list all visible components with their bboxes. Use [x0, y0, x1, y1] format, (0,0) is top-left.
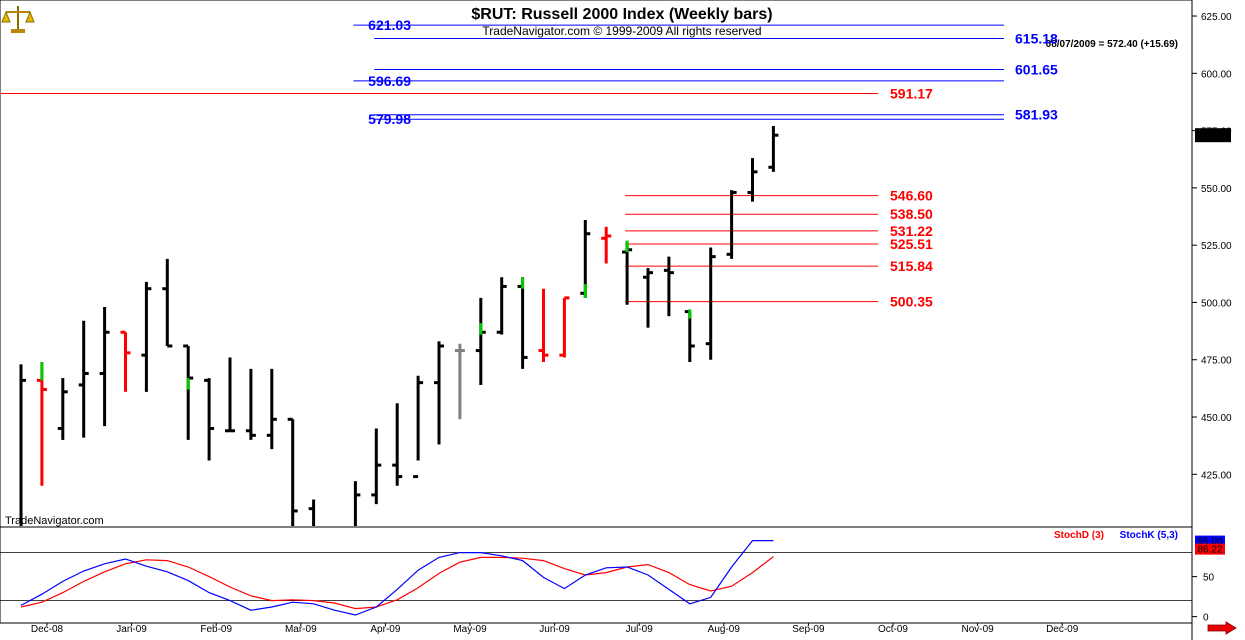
stoch-d-value: 86.22	[1197, 545, 1222, 556]
ohlc-bar	[19, 364, 26, 526]
ohlc-bar	[204, 378, 215, 461]
level-label: 579.98	[368, 111, 411, 127]
level-label: 596.69	[368, 73, 411, 89]
scales-logo-icon	[1, 6, 35, 33]
ohlc-bar	[538, 288, 549, 363]
stoch-d-value-box	[1195, 543, 1225, 555]
ohlc-bar	[559, 296, 570, 358]
ohlc-bar	[225, 357, 235, 433]
x-axis-label: Jan-09	[116, 624, 147, 635]
x-axis-label: Oct-09	[878, 624, 908, 635]
chart-subtitle: TradeNavigator.com © 1999-2009 All right…	[482, 24, 761, 38]
ohlc-bar	[287, 417, 298, 526]
level-label: 581.93	[1015, 107, 1058, 123]
level-label: 546.60	[890, 188, 933, 204]
ohlc-bar	[141, 281, 152, 392]
last-price-box	[1195, 128, 1231, 143]
legend-stoch-k: StochK (5,3)	[1120, 530, 1178, 541]
main-panel-frame	[0, 0, 1193, 528]
stoch-axis-label: 0	[1203, 613, 1209, 624]
x-axis-label: Dec-08	[31, 624, 64, 635]
ohlc-bar	[601, 226, 612, 264]
stoch-k-value: 95.00	[1197, 537, 1222, 548]
x-axis-label: Feb-09	[200, 624, 232, 635]
red-right-arrow-icon[interactable]	[1207, 621, 1237, 635]
x-axis-label: Nov-09	[961, 624, 994, 635]
level-label: 515.84	[890, 258, 933, 274]
ohlc-bar	[162, 258, 173, 348]
ohlc-bar	[245, 368, 256, 440]
ohlc-bar	[99, 307, 110, 427]
x-axis-label: May-09	[453, 624, 487, 635]
x-axis-label: Aug-09	[708, 624, 741, 635]
ohlc-bar	[120, 330, 131, 392]
ohlc-bar	[353, 481, 361, 526]
stoch-panel-frame	[0, 526, 1193, 624]
stoch-line	[20, 539, 774, 616]
ohlc-bar	[496, 277, 507, 335]
axis-layer: 425.00450.00475.00500.00525.00550.00575.…	[31, 12, 1232, 635]
level-label: 615.18	[1015, 31, 1058, 47]
level-label: 601.65	[1015, 62, 1058, 78]
price-layer: 621.03 615.18 601.65 596.69 591.17 581.93 579.…	[1, 17, 1058, 526]
ohlc-bar	[392, 403, 403, 486]
x-axis-label: Apr-09	[370, 624, 400, 635]
x-axis-label: Sep-09	[792, 624, 825, 635]
stoch-k-value-box	[1195, 535, 1225, 547]
x-axis-label: Dec-09	[1046, 624, 1079, 635]
price-axis-label: 625.00	[1201, 12, 1232, 23]
ohlc-bar	[643, 268, 653, 328]
price-axis-label: 500.00	[1201, 298, 1232, 309]
chart-title: $RUT: Russell 2000 Index (Weekly bars)	[471, 6, 772, 23]
price-axis-label: 525.00	[1201, 241, 1232, 252]
level-label: 621.03	[368, 17, 411, 33]
price-axis-label: 475.00	[1201, 356, 1232, 367]
ohlc-bar	[371, 428, 382, 505]
x-axis-label: Jun-09	[539, 624, 570, 635]
price-axis-label: 550.00	[1201, 184, 1232, 195]
last-quote-info: 08/07/2009 = 572.40 (+15.69)	[1046, 39, 1178, 50]
watermark: TradeNavigator.com	[5, 515, 104, 527]
last-price-label: 572.40	[1198, 131, 1229, 142]
price-axis-label: 600.00	[1201, 69, 1232, 80]
stoch-axis-label: 50	[1203, 573, 1215, 584]
ohlc-bar	[663, 256, 674, 317]
price-axis-label: 425.00	[1201, 470, 1232, 481]
level-label: 525.51	[890, 236, 933, 252]
ohlc-bar	[308, 499, 316, 526]
ohlc-bar	[413, 375, 424, 479]
legend-stoch-d: StochD (3)	[1054, 530, 1104, 541]
price-axis-label: 450.00	[1201, 413, 1232, 424]
ohlc-bar	[705, 247, 716, 360]
ohlc-bar	[57, 378, 68, 440]
level-label: 531.22	[890, 223, 933, 239]
ohlc-bar	[768, 126, 779, 172]
level-label: 500.35	[890, 294, 933, 310]
ohlc-bar	[454, 343, 465, 420]
level-label: 591.17	[890, 86, 933, 102]
ohlc-bar	[78, 320, 89, 438]
ohlc-bar	[747, 158, 758, 202]
level-label: 538.50	[890, 206, 933, 222]
stoch-line	[20, 556, 774, 610]
ohlc-bar	[434, 341, 444, 445]
price-clip-group: 621.03 615.18 601.65 596.69 591.17 581.93 579.…	[1, 17, 1058, 526]
x-axis-label: Jul-09	[626, 624, 654, 635]
ohlc-bar	[726, 190, 737, 259]
x-axis-label: Mar-09	[285, 624, 317, 635]
ohlc-bar	[266, 368, 277, 450]
